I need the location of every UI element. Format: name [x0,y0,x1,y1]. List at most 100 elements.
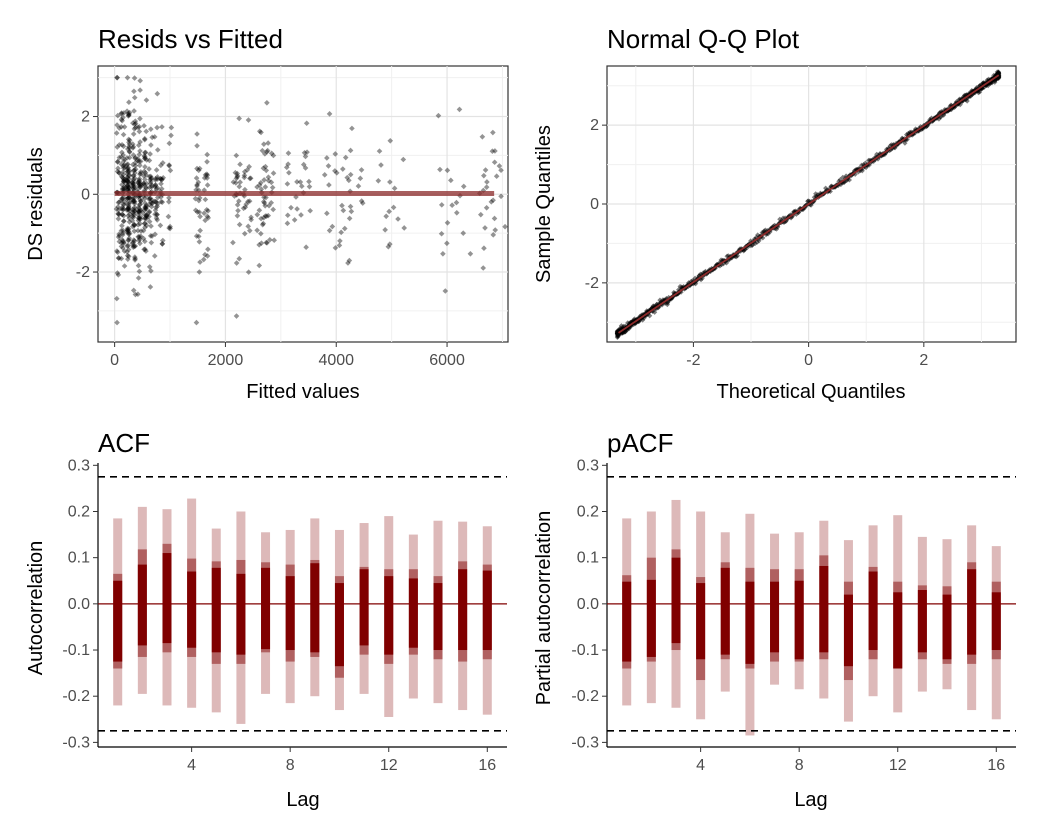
data-point [717,263,723,269]
data-point [202,196,209,203]
data-point [269,184,276,191]
data-point [136,268,143,275]
data-point [130,198,136,205]
data-point [284,181,291,187]
data-point [116,170,123,176]
data-point [324,210,330,217]
data-point [948,106,955,113]
data-point [142,169,149,176]
data-point [204,171,210,177]
data-point [124,165,131,171]
data-point [114,122,120,128]
data-point [135,179,141,186]
data-point [135,275,142,281]
inner-interval-bar [991,592,1001,651]
data-point [154,147,161,153]
data-point [132,255,138,262]
data-point [147,196,153,202]
data-point [647,313,653,319]
data-point [121,158,127,164]
data-point [141,168,147,175]
data-point [166,225,172,231]
data-point [160,237,166,244]
data-point [148,268,154,274]
data-point [124,161,130,168]
data-point [165,213,172,220]
data-point [126,175,132,182]
data-point [678,289,684,295]
data-point [118,161,125,168]
data-point [137,180,143,186]
data-point [124,74,131,81]
data-point [132,155,138,162]
data-point [496,163,503,169]
data-point [202,217,209,224]
data-point [129,213,136,220]
data-point [119,211,126,218]
x-tick-label: 8 [795,757,804,774]
data-point [332,151,339,157]
inner-interval-bar [187,571,197,648]
data-point [118,243,125,250]
data-point [283,164,290,171]
y-tick-label: 0.2 [68,503,90,520]
data-point [120,245,126,251]
data-point [124,183,130,190]
data-point [120,238,126,244]
data-point [130,210,137,217]
data-point [376,148,383,154]
data-point [140,210,147,217]
inner-interval-bar [433,583,443,651]
data-point [196,238,203,245]
data-point [148,239,155,246]
x-tick-label: 16 [478,757,496,774]
data-point [131,222,138,229]
data-point [259,147,266,154]
data-point [125,237,131,244]
data-point [125,184,132,190]
data-point [204,182,211,188]
data-point [142,200,148,206]
data-point [964,98,970,104]
data-point [484,179,490,185]
data-point [235,207,241,214]
data-point [244,167,251,173]
data-point [126,219,133,225]
data-point [193,175,200,181]
data-point [640,317,646,323]
data-point [135,182,142,189]
data-point [137,77,143,84]
data-point [136,128,143,135]
data-point [126,109,133,116]
inner-interval-bar [359,569,369,646]
data-point [233,175,240,182]
data-point [256,207,263,214]
data-point [120,152,126,158]
data-point [338,229,344,236]
data-point [160,174,167,181]
data-point [124,207,130,213]
data-point [196,209,203,215]
data-point [135,211,141,218]
data-point [233,152,240,159]
data-point [131,126,138,132]
data-point [120,143,127,150]
data-point [130,239,136,246]
acf-bars [97,463,507,748]
data-point [146,166,152,172]
data-point [142,205,148,211]
data-point [137,183,143,190]
data-point [115,215,122,222]
data-point [755,232,761,238]
data-point [166,199,172,205]
data-point [118,197,125,204]
data-point [136,124,143,130]
data-point [126,137,133,144]
data-point [626,326,632,332]
data-point [126,141,133,147]
data-point [130,161,136,168]
data-point [129,206,136,213]
data-point [124,171,131,177]
data-point [135,215,142,221]
